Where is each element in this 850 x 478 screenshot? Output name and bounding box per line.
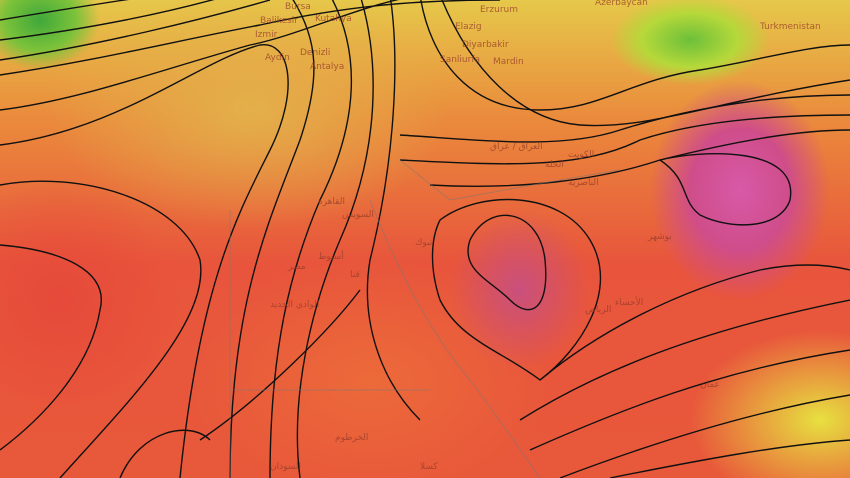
place-label: Balikesir [260, 16, 299, 26]
contour-line [366, 0, 421, 421]
place-label: الحلة [545, 160, 564, 170]
contour-line [420, 0, 850, 111]
contour-line [0, 0, 215, 41]
place-label: Bursa [285, 2, 311, 12]
contour-line [429, 129, 850, 187]
contour-line [529, 349, 850, 451]
contour-line [467, 214, 547, 311]
place-label: Denizli [300, 48, 331, 58]
contour-line [269, 0, 353, 478]
place-label: الرياض [585, 305, 612, 315]
place-label: الأحساء [615, 298, 644, 308]
place-label: أسيوط [318, 252, 344, 262]
place-label: الخرطوم [335, 433, 369, 443]
place-label: قنا [350, 270, 360, 280]
place-label: كسلا [420, 462, 438, 472]
contour-line [519, 299, 850, 421]
contour-line [0, 0, 400, 111]
contour-line [399, 114, 850, 165]
place-label: Turkmenistan [760, 22, 821, 32]
contour-line [399, 94, 850, 143]
place-label: Antalya [310, 62, 345, 72]
place-label: السويس [342, 210, 374, 220]
contour-line [539, 264, 850, 381]
place-label: بوشهر [648, 232, 672, 242]
place-label: العراق / عراق [490, 142, 543, 152]
place-label: الكويت [568, 150, 595, 160]
place-label: Sanliurfa [440, 55, 481, 65]
place-label: Diyarbakir [462, 40, 509, 50]
place-label: Erzurum [480, 5, 518, 15]
place-label: السودان [270, 462, 302, 472]
place-label: Elazig [455, 22, 482, 32]
contour-line [0, 0, 129, 21]
contour-line [0, 0, 271, 61]
contour-line [119, 429, 211, 478]
contour-line [0, 44, 289, 478]
place-label: Aydin [265, 53, 290, 63]
contour-line [559, 394, 850, 478]
place-label: الناصرية [568, 178, 599, 188]
place-label: مصر [288, 262, 306, 272]
contour-line [0, 244, 102, 451]
contour-line [199, 289, 361, 441]
contour-line [609, 439, 850, 478]
contour-line [659, 153, 792, 226]
contour-line [296, 0, 374, 478]
place-label: Izmir [255, 30, 278, 40]
contour-line [431, 198, 602, 381]
border-line [369, 199, 541, 478]
contour-line [0, 0, 501, 76]
place-label: Azerbaycan [595, 0, 648, 8]
place-label: Kutahya [315, 14, 352, 24]
place-label: القاهرة [318, 197, 345, 207]
place-label: تبوك [415, 238, 433, 248]
place-label: Mardin [493, 57, 524, 67]
border-line [399, 159, 621, 201]
place-label: عمان [700, 380, 720, 390]
contour-line [0, 180, 202, 478]
place-label: الوادي الجديد [270, 300, 320, 310]
contour-line [441, 0, 850, 127]
contour-line [229, 0, 315, 478]
